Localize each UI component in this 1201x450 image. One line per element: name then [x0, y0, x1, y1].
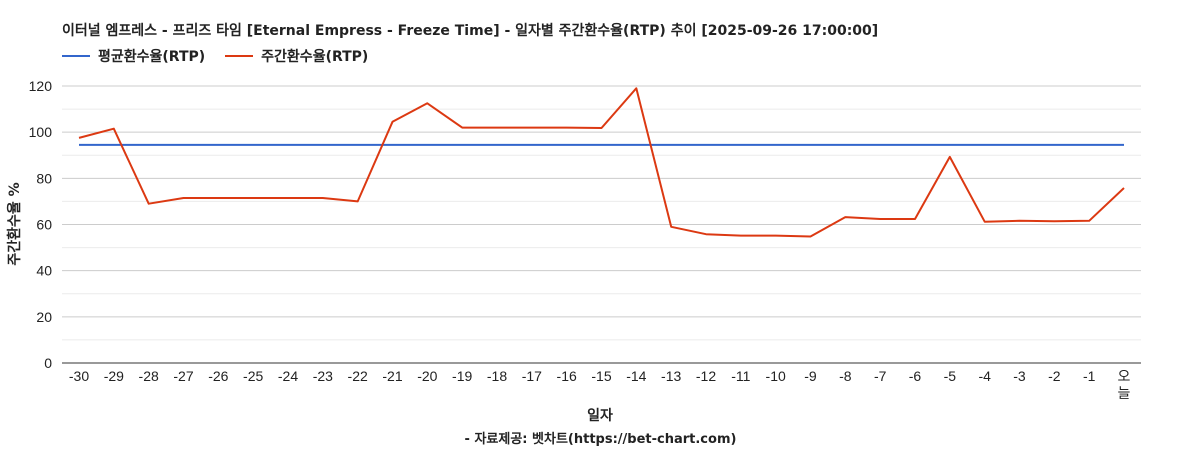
x-tick-label: -9 — [804, 368, 817, 384]
y-axis-title: 주간환수율 % — [6, 182, 23, 265]
x-tick-label: -6 — [909, 368, 922, 384]
x-tick-label: -30 — [69, 368, 89, 384]
x-tick-label: -29 — [104, 368, 124, 384]
series-line-weekly-rtp[interactable] — [78, 87, 1125, 238]
x-tick-label: -8 — [839, 368, 852, 384]
x-tick-label: -16 — [557, 368, 577, 384]
x-tick-label: -20 — [417, 368, 437, 384]
legend-item-weekly[interactable]: 주간환수율(RTP) — [225, 46, 368, 66]
y-tick-label: 60 — [36, 217, 52, 233]
x-tick-label: -4 — [978, 368, 991, 384]
x-tick-label: -22 — [348, 368, 368, 384]
x-tick-label: -17 — [522, 368, 542, 384]
x-tick-label: -11 — [731, 368, 750, 384]
y-tick-label: 40 — [36, 263, 52, 279]
x-tick-label: -21 — [382, 368, 402, 384]
legend-swatch-average — [62, 55, 90, 57]
legend-label-average: 평균환수율(RTP) — [98, 49, 206, 65]
legend: 평균환수율(RTP) 주간환수율(RTP) — [62, 46, 368, 66]
x-tick-label: -28 — [139, 368, 159, 384]
y-tick-label: 20 — [36, 309, 52, 325]
y-tick-label: 0 — [44, 355, 52, 371]
x-tick-label: -1 — [1083, 368, 1096, 384]
x-axis-title: 일자 — [587, 408, 613, 424]
x-tick-label: -13 — [661, 368, 681, 384]
y-tick-label: 120 — [29, 78, 53, 94]
x-tick-label: -27 — [173, 368, 193, 384]
x-tick-label: -26 — [208, 368, 228, 384]
x-tick-label: -19 — [452, 368, 472, 384]
x-tick-label: -23 — [313, 368, 333, 384]
series-layer — [78, 87, 1125, 238]
x-tick-label: -15 — [591, 368, 611, 384]
x-tick-label: -14 — [626, 368, 646, 384]
x-tick-label: -7 — [874, 368, 887, 384]
legend-item-average[interactable]: 평균환수율(RTP) — [62, 46, 205, 66]
legend-label-weekly: 주간환수율(RTP) — [261, 49, 369, 65]
chart-title: 이터널 엠프레스 - 프리즈 타임 [Eternal Empress - Fre… — [62, 23, 879, 39]
x-tick-label: -18 — [487, 368, 507, 384]
x-tick-label: -25 — [243, 368, 263, 384]
grid-layer — [62, 85, 1141, 341]
y-tick-label: 80 — [36, 170, 52, 186]
x-tick-label: -24 — [278, 368, 298, 384]
source-note: - 자료제공: 벳차트(https://bet-chart.com) — [464, 432, 737, 447]
x-tick-label: -3 — [1013, 368, 1026, 384]
x-tick-label: -2 — [1048, 368, 1061, 384]
x-tick-label: -12 — [696, 368, 716, 384]
legend-swatch-weekly — [225, 55, 254, 57]
x-tick-label: -10 — [766, 368, 786, 384]
x-tick-label: -5 — [944, 368, 957, 384]
y-tick-label: 100 — [29, 124, 53, 140]
